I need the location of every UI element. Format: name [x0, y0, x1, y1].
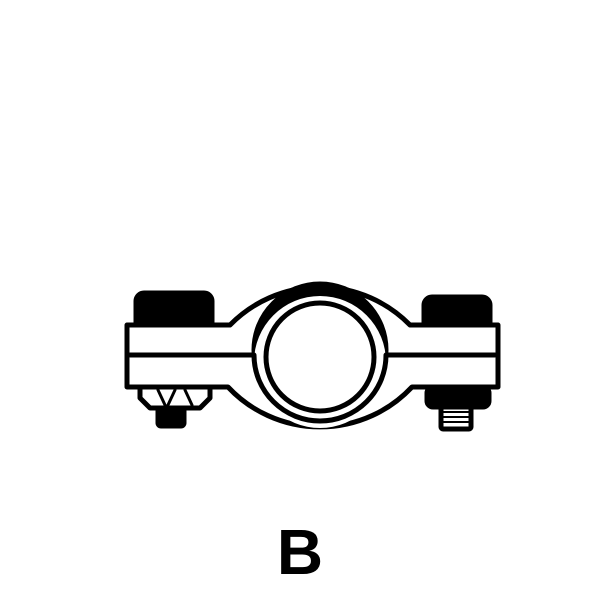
liner-lower-edge	[251, 352, 389, 424]
left-nut-facet-1	[156, 388, 167, 407]
left-nut-facet-2	[166, 388, 177, 407]
left-bolt-stub	[155, 405, 187, 429]
pipe-clamp-icon	[124, 281, 501, 432]
pipe-bore	[263, 300, 377, 414]
right-nut	[424, 384, 492, 410]
left-nut-facet-3	[183, 388, 194, 407]
figure-caption: B	[276, 516, 324, 588]
